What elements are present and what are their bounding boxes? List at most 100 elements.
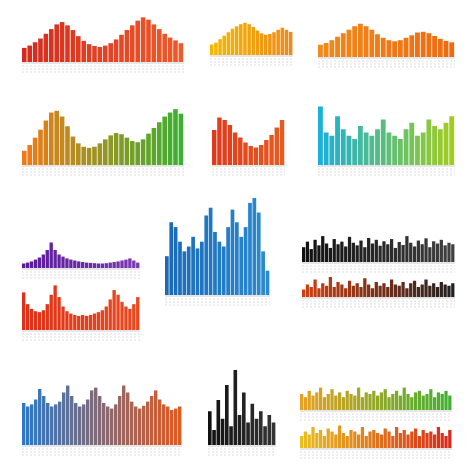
bar [234, 26, 239, 55]
bar [66, 385, 70, 445]
bar [352, 26, 358, 57]
bar [69, 259, 73, 268]
bar [173, 109, 178, 165]
bar [393, 247, 398, 262]
bar [217, 117, 222, 165]
bar [76, 143, 81, 165]
bar [237, 415, 242, 445]
bar [405, 236, 409, 262]
bar [451, 244, 455, 262]
bar [255, 30, 260, 55]
bar [395, 427, 399, 448]
bar [347, 280, 352, 297]
bar [444, 390, 448, 410]
bar [90, 390, 94, 445]
bar [57, 254, 61, 268]
bar [128, 308, 132, 330]
bar [288, 31, 293, 55]
bar [81, 314, 85, 330]
bar [61, 256, 65, 268]
bar [436, 427, 441, 448]
bar [386, 244, 390, 262]
bar [130, 25, 135, 62]
bar [120, 260, 124, 268]
bar [96, 312, 101, 330]
bar [86, 147, 92, 165]
bar [230, 28, 235, 55]
bar [355, 283, 359, 297]
bar [154, 390, 158, 445]
bar [370, 243, 375, 262]
bar [409, 242, 413, 262]
bar [391, 436, 395, 448]
bar [174, 408, 178, 445]
bar [200, 241, 204, 295]
bar [92, 146, 97, 165]
bar [81, 40, 86, 62]
bar [86, 399, 90, 445]
bar [254, 418, 259, 445]
bar [276, 29, 280, 55]
bar [247, 24, 251, 55]
bar [216, 400, 221, 445]
bar [250, 403, 255, 445]
bar [382, 241, 386, 262]
bar [170, 410, 174, 445]
bar [167, 112, 173, 165]
bar [88, 262, 93, 268]
bar [70, 396, 74, 445]
bar [429, 431, 433, 448]
bar [73, 314, 77, 330]
bar [81, 146, 86, 165]
bar [37, 312, 42, 330]
bar [357, 23, 363, 57]
bar [330, 389, 334, 410]
bar [367, 284, 371, 297]
bar [401, 282, 405, 297]
bar [315, 392, 319, 410]
bar [428, 285, 432, 297]
bar [138, 408, 142, 445]
bar [372, 390, 376, 410]
bar [338, 425, 342, 448]
bar [113, 39, 119, 62]
bar [169, 222, 174, 295]
bar [92, 263, 97, 268]
bar [335, 116, 340, 165]
bar [336, 244, 340, 262]
bar [110, 408, 114, 445]
bar [387, 431, 391, 448]
bar [178, 241, 182, 295]
bar [102, 403, 106, 445]
bar [113, 133, 119, 165]
bar [449, 116, 455, 165]
bar [363, 132, 369, 165]
bar [344, 288, 348, 297]
bar [313, 279, 317, 297]
bar [311, 395, 315, 410]
bar [38, 129, 43, 165]
bar [70, 136, 76, 165]
bar [130, 401, 134, 445]
bar [165, 256, 169, 295]
bar [103, 139, 108, 165]
bar [416, 240, 421, 262]
bar [22, 292, 26, 330]
bar [324, 243, 329, 262]
bar [359, 287, 363, 297]
bar [25, 262, 30, 268]
bar [409, 122, 415, 165]
bar [37, 257, 42, 268]
bar [368, 431, 372, 448]
bar [447, 242, 451, 262]
bar [167, 37, 173, 62]
bar [340, 129, 346, 165]
bar [65, 311, 69, 330]
bar [440, 394, 444, 410]
bar [322, 397, 327, 410]
bar [265, 270, 270, 295]
bar [393, 284, 398, 297]
bar [435, 243, 440, 262]
bar [378, 245, 382, 262]
bar [369, 29, 375, 57]
